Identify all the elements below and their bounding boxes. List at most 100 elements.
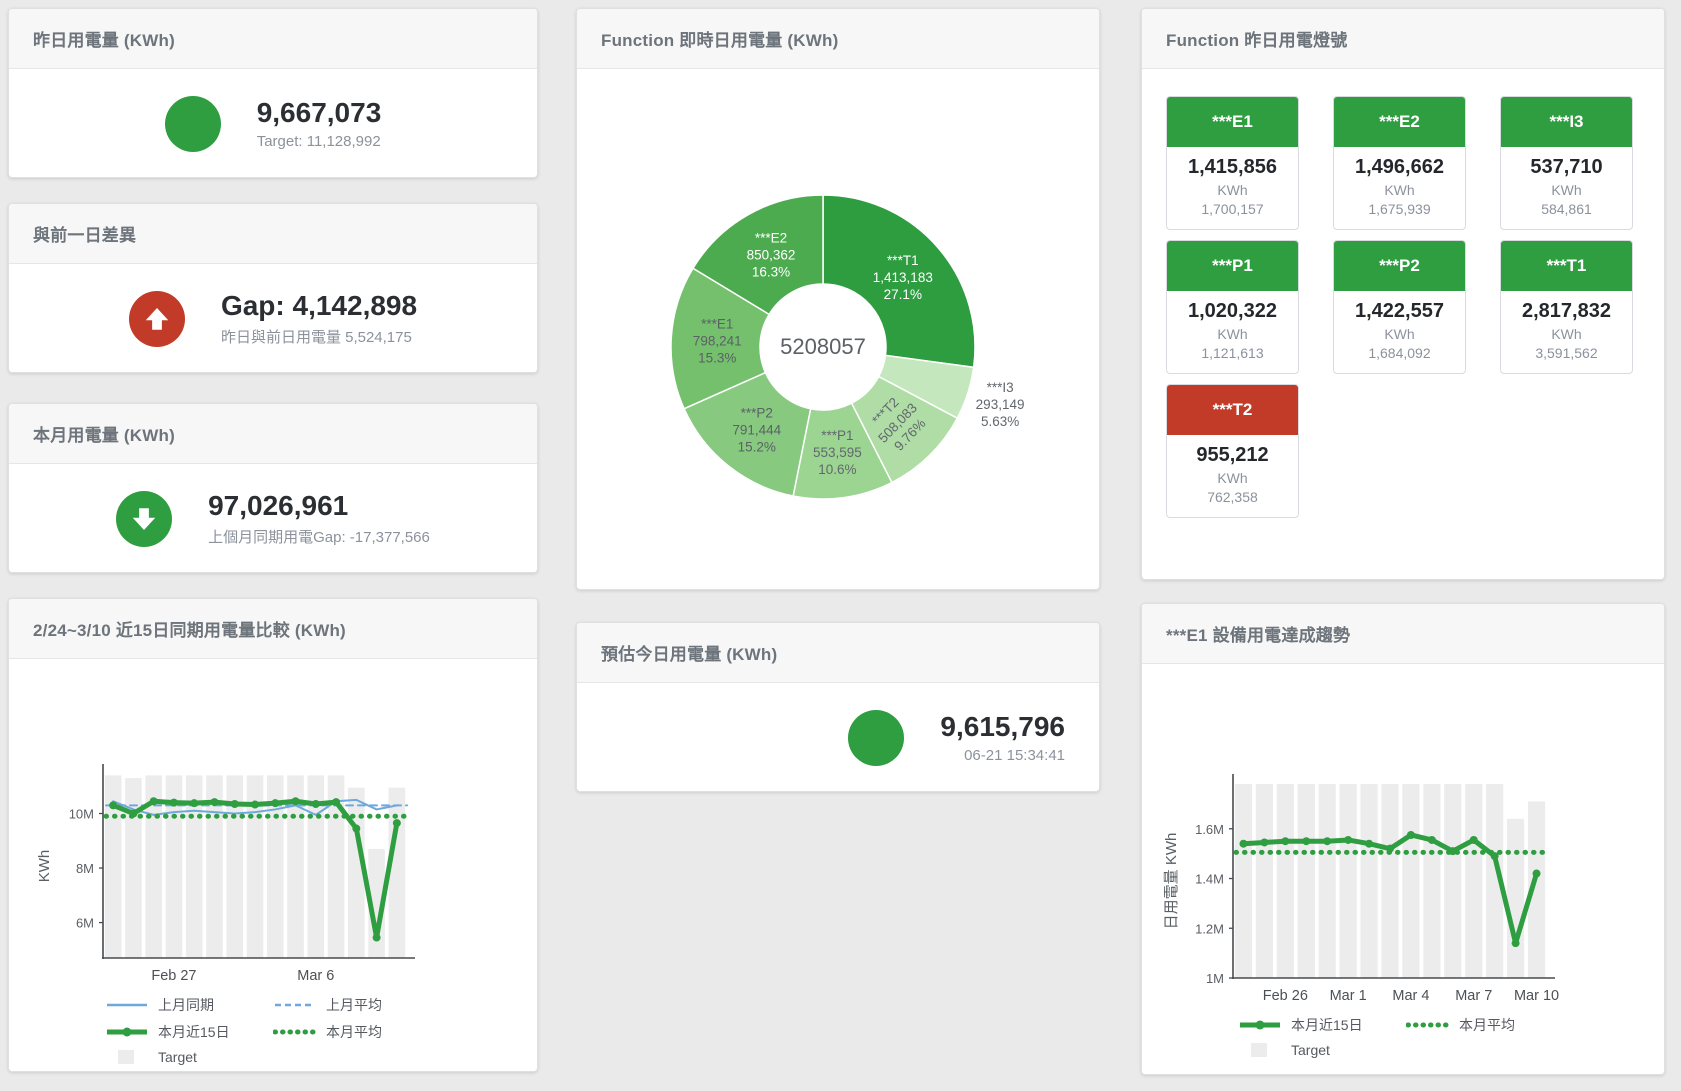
legend-dots-swatch-icon bbox=[273, 1029, 317, 1035]
tile-status-header: ***I3 bbox=[1501, 97, 1632, 147]
svg-text:553,595: 553,595 bbox=[813, 445, 862, 460]
legend-label: 本月平均 bbox=[1459, 1017, 1515, 1033]
legend-label: 本月近15日 bbox=[1291, 1017, 1363, 1033]
svg-text:Feb 26: Feb 26 bbox=[1263, 988, 1308, 1004]
legend-line-swatch-icon bbox=[107, 1003, 147, 1007]
arrow-up-icon bbox=[145, 307, 169, 330]
function-status-tile: ***P1 1,020,322 KWh 1,121,613 bbox=[1166, 240, 1299, 374]
legend-label: 本月近15日 bbox=[158, 1024, 230, 1040]
function-status-tile: ***I3 537,710 KWh 584,861 bbox=[1500, 96, 1633, 230]
legend-box-swatch-icon bbox=[118, 1050, 134, 1064]
svg-text:1.6M: 1.6M bbox=[1195, 822, 1224, 837]
card-title: 預估今日用電量 (KWh) bbox=[577, 623, 1099, 683]
svg-text:***E2: ***E2 bbox=[755, 231, 787, 246]
function-status-tile: ***T2 955,212 KWh 762,358 bbox=[1166, 384, 1299, 518]
legend-label: 上月同期 bbox=[158, 997, 214, 1013]
donut-slice-P2 bbox=[683, 371, 812, 497]
svg-text:***P2: ***P2 bbox=[741, 406, 773, 421]
tile-target: 1,700,157 bbox=[1201, 201, 1264, 217]
card-title: ***E1 設備用電達成趨勢 bbox=[1142, 604, 1664, 664]
svg-text:791,444: 791,444 bbox=[732, 423, 781, 438]
tile-status-header: ***E1 bbox=[1167, 97, 1298, 147]
stat-value: 9,667,073 bbox=[256, 97, 382, 129]
status-circle-icon bbox=[164, 95, 221, 152]
svg-text:1M: 1M bbox=[1206, 971, 1224, 986]
svg-text:5208057: 5208057 bbox=[780, 334, 866, 359]
tile-target: 762,358 bbox=[1207, 489, 1258, 505]
donut-slice-E1 bbox=[670, 267, 771, 410]
function-status-tile: ***E2 1,496,662 KWh 1,675,939 bbox=[1333, 96, 1466, 230]
middle-column: Function 即時日用電量 (KWh) ***T1 1,413,183 27.1… bbox=[576, 0, 1100, 792]
legend-item[interactable]: 上月同期 bbox=[105, 995, 214, 1015]
compare-15day-chart: 6M 8M 10M Feb 27 Mar 6 KWh bbox=[36, 764, 415, 984]
stat-subtitle: Target: 11,128,992 bbox=[256, 132, 381, 150]
legend-label: 上月平均 bbox=[326, 997, 382, 1013]
tile-status-header: ***T2 bbox=[1167, 385, 1298, 435]
legend-dots-swatch-icon bbox=[1406, 1022, 1450, 1028]
status-circle-icon bbox=[116, 490, 173, 547]
legend-thick-swatch-icon bbox=[107, 1027, 147, 1037]
card-title: 本月用電量 (KWh) bbox=[9, 404, 537, 464]
legend-item[interactable]: 本月近15日 bbox=[1238, 1015, 1363, 1035]
tile-value: 1,020,322 bbox=[1188, 300, 1277, 322]
legend-item[interactable]: 本月平均 bbox=[1406, 1015, 1515, 1035]
svg-text:8M: 8M bbox=[76, 861, 94, 876]
stat-timestamp: 06-21 15:34:41 bbox=[964, 746, 1065, 764]
chart-legend: 上月同期 上月平均本月近15日 本月平均 Target bbox=[105, 995, 537, 1065]
tile-value: 1,496,662 bbox=[1355, 156, 1444, 178]
tile-value: 2,817,832 bbox=[1522, 300, 1611, 322]
card-realtime-donut: Function 即時日用電量 (KWh) ***T1 1,413,183 27.1… bbox=[576, 8, 1100, 590]
tile-value: 955,212 bbox=[1196, 444, 1269, 466]
legend-thick-swatch-icon bbox=[1240, 1020, 1280, 1030]
stat-subtitle: 上個月同期用電Gap: -17,377,566 bbox=[208, 528, 430, 546]
legend-label: Target bbox=[158, 1049, 197, 1065]
legend-label: Target bbox=[1291, 1042, 1330, 1058]
legend-dash-swatch-icon bbox=[275, 1003, 315, 1007]
tile-target: 3,591,562 bbox=[1535, 345, 1598, 361]
card-today-estimate: 預估今日用電量 (KWh) 9,615,796 06-21 15:34:41 bbox=[576, 622, 1100, 792]
legend-item[interactable]: Target bbox=[1238, 1042, 1330, 1058]
function-status-tile: ***P2 1,422,557 KWh 1,684,092 bbox=[1333, 240, 1466, 374]
stat-subtitle: 昨日與前日用電量 5,524,175 bbox=[220, 328, 412, 346]
svg-text:Mar 1: Mar 1 bbox=[1330, 988, 1367, 1004]
tile-target: 1,121,613 bbox=[1201, 345, 1264, 361]
tile-unit: KWh bbox=[1384, 182, 1415, 198]
svg-text:***I3: ***I3 bbox=[987, 380, 1014, 395]
status-circle-icon bbox=[848, 709, 905, 766]
legend-item[interactable]: 本月平均 bbox=[273, 1022, 382, 1042]
card-title: 昨日用電量 (KWh) bbox=[9, 9, 537, 69]
left-column: 昨日用電量 (KWh) 9,667,073 Target: 11,128,992… bbox=[8, 0, 538, 1072]
donut-slice-T1 bbox=[822, 194, 976, 369]
svg-text:1,413,183: 1,413,183 bbox=[873, 270, 933, 285]
legend-item[interactable]: Target bbox=[105, 1049, 197, 1065]
tile-unit: KWh bbox=[1217, 470, 1248, 486]
donut-slice-E2 bbox=[691, 194, 824, 316]
stat-value: 97,026,961 bbox=[208, 490, 349, 522]
svg-text:***P1: ***P1 bbox=[821, 428, 853, 443]
svg-text:798,241: 798,241 bbox=[693, 333, 742, 348]
tile-target: 1,684,092 bbox=[1368, 345, 1431, 361]
legend-item[interactable]: 本月近15日 bbox=[105, 1022, 230, 1042]
tile-target: 1,675,939 bbox=[1368, 201, 1431, 217]
tile-unit: KWh bbox=[1551, 326, 1582, 342]
svg-text:15.3%: 15.3% bbox=[698, 350, 736, 365]
function-status-tile: ***T1 2,817,832 KWh 3,591,562 bbox=[1500, 240, 1633, 374]
svg-text:Mar 10: Mar 10 bbox=[1514, 988, 1559, 1004]
legend-item[interactable]: 上月平均 bbox=[273, 995, 382, 1015]
card-day-gap: 與前一日差異 Gap: 4,142,898 昨日與前日用電量 5,524,175 bbox=[8, 203, 538, 373]
tile-status-header: ***P2 bbox=[1334, 241, 1465, 291]
svg-text:293,149: 293,149 bbox=[976, 397, 1025, 412]
tile-unit: KWh bbox=[1217, 182, 1248, 198]
card-15day-compare: 2/24~3/10 近15日同期用電量比較 (KWh) 6M 8M 10M Feb 2… bbox=[8, 598, 538, 1072]
card-e1-trend: ***E1 設備用電達成趨勢 1M 1.2M 1.4M 1.6M Feb 26 Mar 1… bbox=[1141, 603, 1665, 1075]
svg-text:KWh: KWh bbox=[36, 850, 53, 883]
tile-value: 537,710 bbox=[1530, 156, 1603, 178]
tiles-grid: ***E1 1,415,856 KWh 1,700,157 ***E2 1,496,662… bbox=[1142, 69, 1664, 545]
tile-target: 584,861 bbox=[1541, 201, 1592, 217]
svg-text:10.6%: 10.6% bbox=[818, 462, 856, 477]
card-yesterday-usage: 昨日用電量 (KWh) 9,667,073 Target: 11,128,992 bbox=[8, 8, 538, 178]
svg-text:1.2M: 1.2M bbox=[1195, 921, 1224, 936]
realtime-usage-donut-chart: ***T11,413,18327.1%***I3293,1495.63%***T… bbox=[670, 194, 1025, 500]
card-title: Function 即時日用電量 (KWh) bbox=[577, 9, 1099, 69]
